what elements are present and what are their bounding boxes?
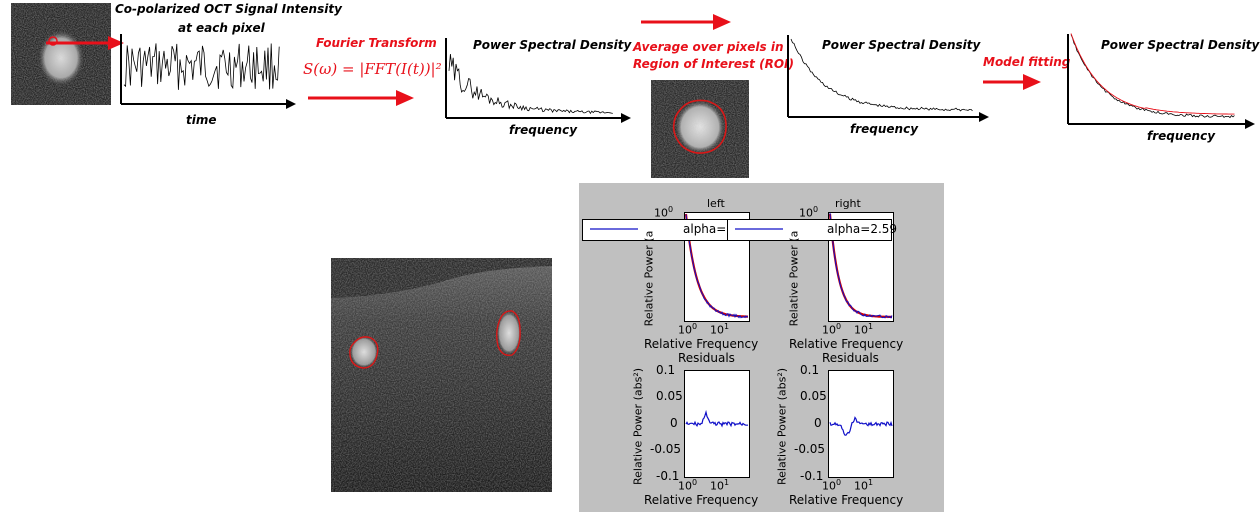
left-res-ytick-3: -0.05	[650, 442, 682, 456]
psd3-chart	[1067, 33, 1255, 129]
left-res-ytick-4: -0.1	[656, 469, 680, 483]
right-psd-xtick-b: 101	[854, 322, 874, 337]
left-psd-xtick-a: 100	[678, 322, 698, 337]
right-res-ytick-1: 0.05	[800, 389, 827, 403]
left-residuals-title: Residuals	[678, 351, 735, 365]
signal-xlabel: time	[186, 113, 217, 127]
oct-thumbnail-signal	[11, 3, 111, 105]
right-residuals-title: Residuals	[822, 351, 879, 365]
psd3-title: Power Spectral Density	[1101, 38, 1260, 52]
left-res-ytick-2: 0	[670, 416, 678, 430]
left-legend-line-icon	[590, 228, 638, 230]
right-res-ylabel: Relative Power (abs²)	[775, 367, 789, 486]
right-legend-text: alpha=2.59	[827, 222, 898, 236]
right-res-ytick-3: -0.05	[794, 442, 826, 456]
left-res-xtick-b: 101	[710, 478, 730, 493]
fft-formula: S(ω) = |FFT(I(t))|²	[303, 60, 442, 78]
left-ytick-top: 100	[654, 205, 674, 220]
right-res-ytick-4: -0.1	[800, 469, 824, 483]
left-psd-xlabel: Relative Frequency	[644, 337, 759, 351]
left-res-xtick-a: 100	[678, 478, 698, 493]
right-res-ytick-2: 0	[814, 416, 822, 430]
arrow-average-icon	[641, 14, 731, 30]
left-res-xlabel: Relative Frequency	[644, 493, 759, 507]
psd2-xlabel: frequency	[850, 122, 919, 136]
psd2-title: Power Spectral Density	[822, 38, 981, 52]
right-res-xlabel: Relative Frequency	[789, 493, 904, 507]
psd2-chart	[787, 35, 989, 122]
fourier-label: Fourier Transform	[316, 36, 437, 50]
right-psd-xlabel: Relative Frequency	[789, 337, 904, 351]
left-psd-xtick-b: 101	[710, 322, 730, 337]
arrow-to-signal-icon	[46, 36, 124, 50]
average-label-1: Average over pixels in	[633, 40, 784, 54]
right-ytick-top: 100	[799, 205, 819, 220]
right-legend-line-icon	[735, 228, 783, 230]
model-fitting-label: Model fitting	[983, 55, 1071, 69]
right-psd-xtick-a: 100	[822, 322, 842, 337]
left-psd-ylabel: Relative Power (a	[642, 230, 656, 327]
left-res-ylabel: Relative Power (abs²)	[631, 367, 645, 486]
left-residuals-plot	[684, 370, 750, 478]
right-residuals-plot	[828, 370, 894, 478]
time-signal-chart	[120, 34, 296, 109]
oct-image	[331, 258, 552, 492]
psd1-xlabel: frequency	[509, 123, 578, 137]
right-title: right	[835, 197, 861, 210]
arrow-model-icon	[983, 74, 1041, 90]
right-res-xtick-b: 101	[854, 478, 874, 493]
psd1-title: Power Spectral Density	[473, 38, 632, 52]
right-res-xtick-a: 100	[822, 478, 842, 493]
signal-subtitle: at each pixel	[178, 21, 265, 35]
right-res-ytick-0: 0.1	[800, 363, 820, 377]
right-legend	[727, 219, 892, 241]
psd3-xlabel: frequency	[1147, 129, 1216, 143]
right-psd-ylabel: Relative Power (a	[787, 230, 801, 327]
left-title: left	[707, 197, 725, 210]
psd1-chart	[445, 38, 631, 123]
arrow-fourier-icon	[308, 90, 414, 106]
roi-thumbnail	[651, 80, 749, 178]
left-res-ytick-0: 0.1	[656, 363, 676, 377]
left-res-ytick-1: 0.05	[656, 389, 683, 403]
average-label-2: Region of Interest (ROI)	[633, 57, 794, 71]
signal-title: Co-polarized OCT Signal Intensity	[115, 2, 342, 16]
